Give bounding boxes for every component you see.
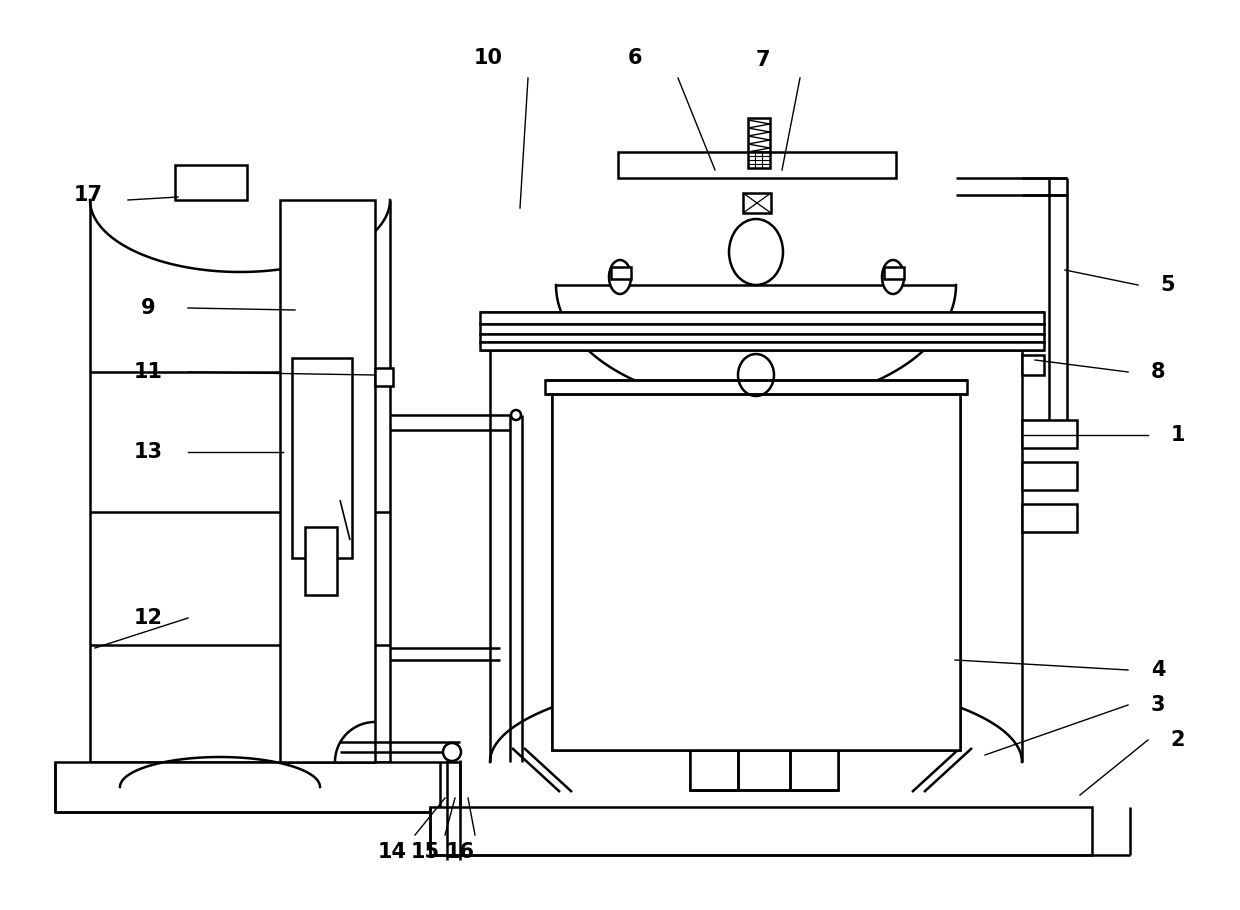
Text: 6: 6 [627,48,642,68]
Ellipse shape [511,410,521,420]
Text: 14: 14 [377,842,407,862]
Bar [55,762,460,812]
Bar [611,267,631,279]
Bar [280,200,374,762]
Text: 3: 3 [1151,695,1166,715]
Bar [1022,504,1078,532]
Bar [291,358,352,558]
Bar [884,267,904,279]
Text: 13: 13 [134,442,162,462]
Text: 17: 17 [73,185,103,205]
Bar [743,193,771,213]
Text: 15: 15 [410,842,439,862]
Text: 4: 4 [1151,660,1166,680]
Text: 8: 8 [1151,362,1166,382]
Text: 5: 5 [1161,275,1176,295]
Bar [374,368,393,386]
Ellipse shape [443,743,461,761]
Text: 1: 1 [1171,425,1185,445]
Bar [1022,420,1078,448]
Bar [480,334,1044,342]
Text: 7: 7 [755,50,770,70]
Bar [1022,355,1044,375]
Bar [552,392,960,750]
Ellipse shape [882,260,904,294]
Bar [480,312,1044,324]
Text: 11: 11 [134,362,162,382]
Ellipse shape [609,260,631,294]
Text: 10: 10 [474,48,502,68]
Bar [689,750,738,790]
Bar [480,324,1044,334]
Bar [305,527,337,595]
Bar [689,750,838,790]
Bar [552,392,960,750]
Bar [790,750,838,790]
Bar [618,152,897,178]
Bar [1022,462,1078,490]
Text: 2: 2 [1171,730,1185,750]
Text: 12: 12 [134,608,162,628]
Bar [546,380,967,394]
Text: 9: 9 [140,298,155,318]
Bar [748,118,770,152]
Text: 16: 16 [445,842,475,862]
Bar [480,342,1044,350]
Bar [430,807,1092,855]
Bar [175,165,247,200]
Bar [748,152,770,168]
